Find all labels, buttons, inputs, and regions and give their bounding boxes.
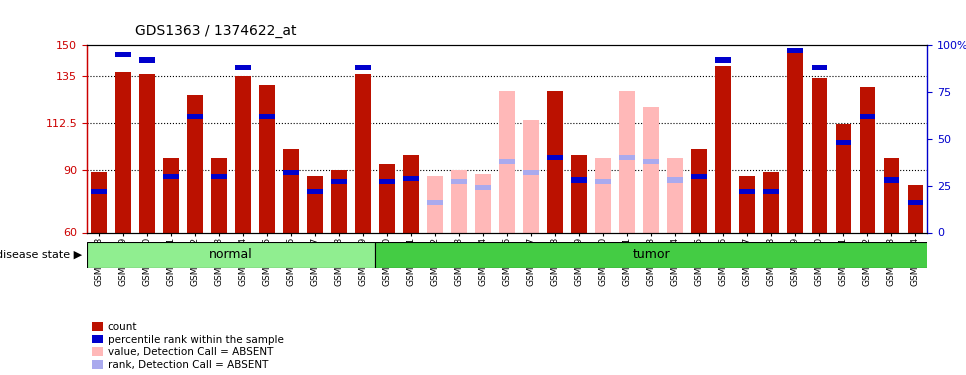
Bar <box>331 179 347 184</box>
Bar <box>499 91 515 232</box>
Bar <box>595 158 611 232</box>
Bar <box>331 170 347 232</box>
Bar <box>524 120 539 232</box>
Bar <box>739 189 755 194</box>
Bar <box>451 179 467 184</box>
Bar <box>187 114 203 119</box>
Bar <box>787 48 803 53</box>
Text: normal: normal <box>209 249 253 261</box>
Bar <box>763 172 780 232</box>
Bar <box>884 158 899 232</box>
Bar <box>87 242 375 268</box>
Legend: count, percentile rank within the sample, value, Detection Call = ABSENT, rank, : count, percentile rank within the sample… <box>92 322 284 370</box>
Bar <box>380 179 395 184</box>
Bar <box>836 124 851 232</box>
Bar <box>451 170 467 232</box>
Text: tumor: tumor <box>633 249 670 261</box>
Bar <box>212 174 227 179</box>
Bar <box>115 52 130 57</box>
Bar <box>115 72 130 232</box>
Bar <box>427 176 443 232</box>
Bar <box>475 185 491 190</box>
Bar <box>811 65 827 70</box>
Bar <box>163 174 179 179</box>
Bar <box>643 159 659 164</box>
Bar <box>524 170 539 175</box>
Bar <box>643 108 659 232</box>
Bar <box>787 49 803 232</box>
Bar <box>163 158 179 232</box>
Bar <box>403 176 419 181</box>
Bar <box>668 158 683 232</box>
Bar <box>91 189 107 194</box>
Bar <box>212 158 227 232</box>
Bar <box>884 177 899 183</box>
Bar <box>307 176 323 232</box>
Bar <box>259 85 275 232</box>
Bar <box>716 66 731 232</box>
Bar <box>907 184 923 232</box>
Bar <box>355 74 371 232</box>
Bar <box>187 95 203 232</box>
Bar <box>668 177 683 183</box>
Bar <box>259 114 275 119</box>
Bar <box>836 140 851 145</box>
Bar <box>571 177 587 183</box>
Bar <box>692 149 707 232</box>
Bar <box>283 170 298 175</box>
Bar <box>499 159 515 164</box>
Bar <box>355 65 371 70</box>
Bar <box>571 155 587 232</box>
Bar <box>716 57 731 63</box>
Bar <box>91 172 107 232</box>
Bar <box>427 200 443 205</box>
Bar <box>811 78 827 232</box>
Bar <box>139 74 155 232</box>
Bar <box>375 242 939 268</box>
Bar <box>619 155 635 160</box>
Bar <box>283 149 298 232</box>
Text: disease state ▶: disease state ▶ <box>0 250 82 260</box>
Bar <box>739 176 755 232</box>
Bar <box>595 179 611 184</box>
Bar <box>619 91 635 232</box>
Bar <box>907 200 923 205</box>
Bar <box>860 87 875 232</box>
Text: GDS1363 / 1374622_at: GDS1363 / 1374622_at <box>135 24 297 38</box>
Bar <box>548 155 563 160</box>
Bar <box>548 91 563 232</box>
Bar <box>403 155 419 232</box>
Bar <box>307 189 323 194</box>
Bar <box>235 65 251 70</box>
Bar <box>692 174 707 179</box>
Bar <box>235 76 251 232</box>
Bar <box>380 164 395 232</box>
Bar <box>475 174 491 232</box>
Bar <box>763 189 780 194</box>
Bar <box>860 114 875 119</box>
Bar <box>139 57 155 63</box>
